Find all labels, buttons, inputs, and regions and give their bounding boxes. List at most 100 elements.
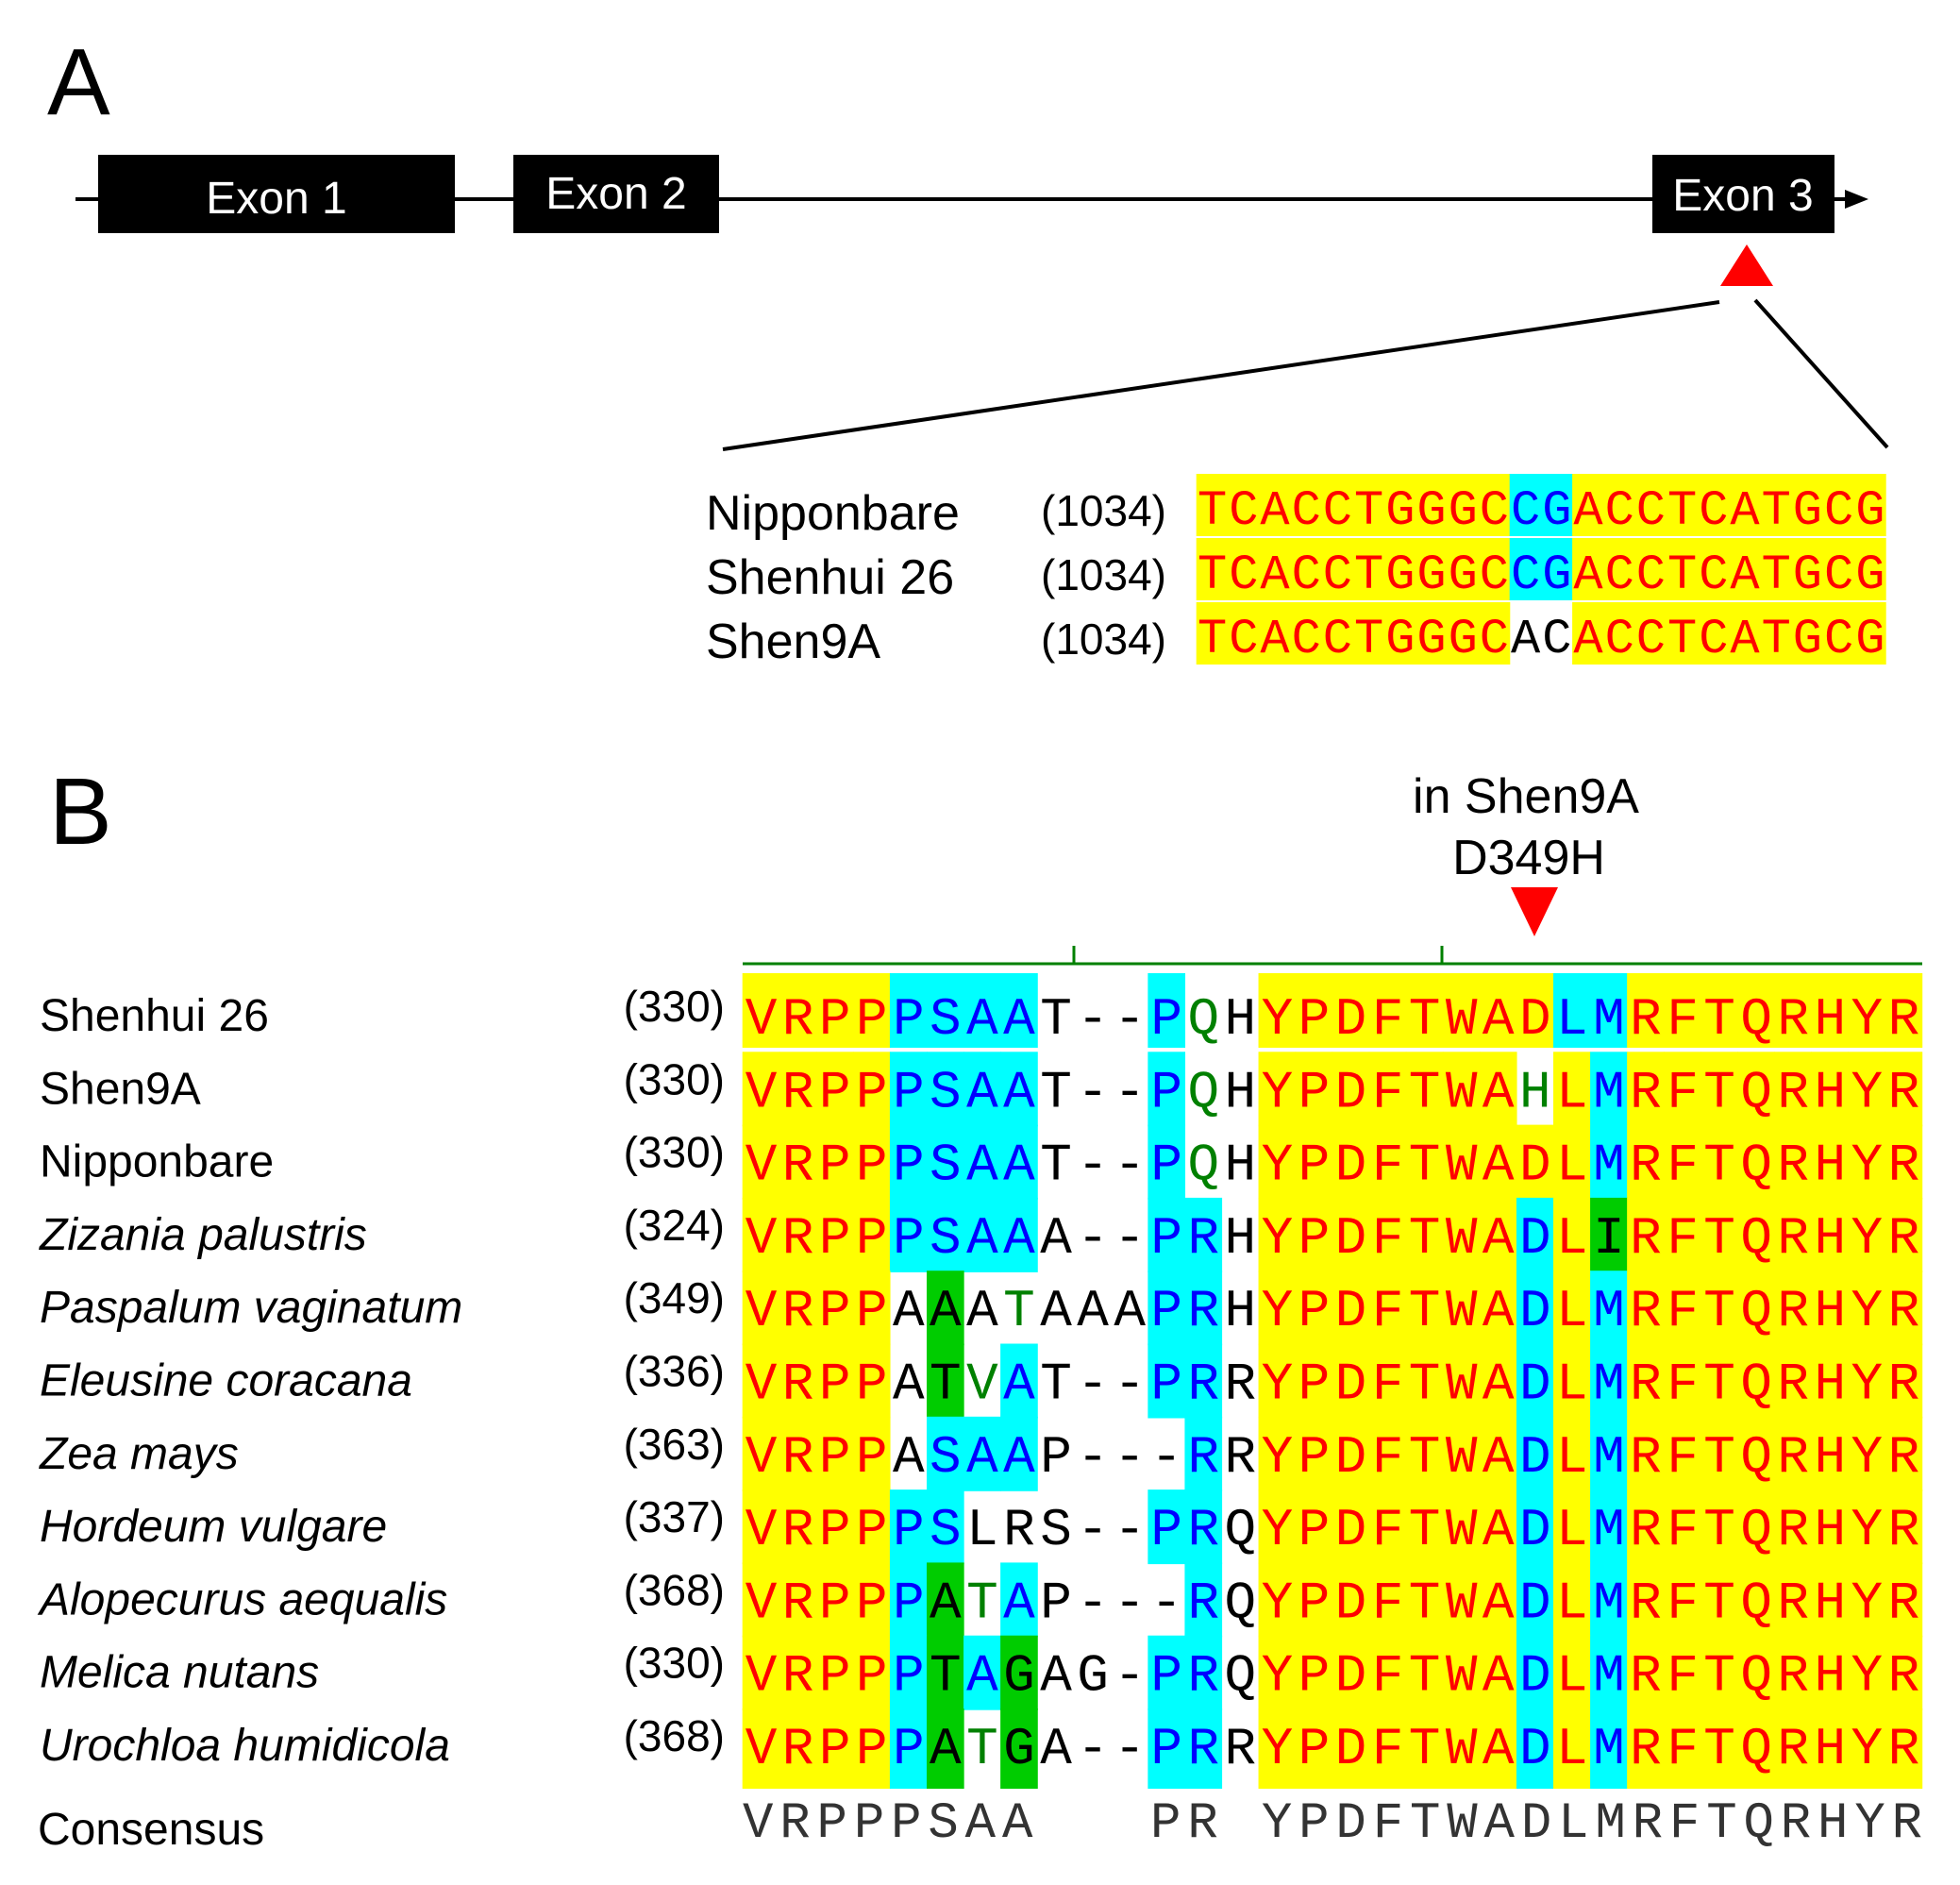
residue-background bbox=[1258, 1052, 1297, 1127]
residue-background bbox=[1516, 1635, 1554, 1710]
residue: D bbox=[1335, 1136, 1367, 1196]
residue: R bbox=[782, 1208, 814, 1269]
residue: T bbox=[1703, 1355, 1735, 1415]
residue-background bbox=[1774, 1197, 1813, 1272]
residue: A bbox=[893, 1281, 925, 1341]
residue: T bbox=[1409, 1062, 1441, 1122]
residue-background bbox=[1258, 973, 1297, 1048]
residue-background bbox=[1321, 602, 1354, 665]
residue: P bbox=[856, 1136, 888, 1196]
residue: Q bbox=[1187, 1136, 1219, 1196]
residue-background bbox=[1737, 1562, 1775, 1638]
residue: L bbox=[1556, 989, 1588, 1050]
residue: P bbox=[819, 1573, 851, 1633]
residue: H bbox=[1814, 1281, 1846, 1341]
residue-background bbox=[742, 1635, 780, 1710]
residue-background bbox=[1737, 1489, 1775, 1565]
residue: D bbox=[1519, 1208, 1551, 1269]
residue: A bbox=[1040, 1646, 1072, 1707]
residue-background bbox=[1516, 1416, 1554, 1491]
residue: W bbox=[1446, 1281, 1478, 1341]
residue-background bbox=[1416, 602, 1448, 665]
residue: R bbox=[1225, 1427, 1257, 1488]
residue: V bbox=[745, 989, 778, 1050]
residue: T bbox=[1667, 483, 1697, 539]
residue: W bbox=[1446, 1719, 1478, 1779]
residue: A bbox=[1003, 989, 1035, 1050]
dna-row-name: Shen9A bbox=[706, 614, 880, 669]
residue-background bbox=[1848, 1562, 1886, 1638]
residue: Q bbox=[1187, 989, 1219, 1050]
residue-background bbox=[927, 1562, 964, 1638]
residue: P bbox=[1040, 1427, 1072, 1488]
start-position: (330) bbox=[624, 1054, 725, 1103]
start-position: (330) bbox=[624, 1128, 725, 1177]
residue: P bbox=[819, 1136, 851, 1196]
residue-background bbox=[1729, 474, 1761, 536]
residue: Q bbox=[1740, 1355, 1772, 1415]
residue: - bbox=[1077, 1500, 1109, 1560]
residue-background bbox=[1405, 1124, 1444, 1200]
residue-background bbox=[1553, 1271, 1591, 1346]
dna-row-position: (1034) bbox=[1041, 486, 1166, 535]
residue: P bbox=[893, 1573, 925, 1633]
species-name: Alopecurus aequalis bbox=[37, 1574, 447, 1624]
residue-background bbox=[1295, 1052, 1333, 1127]
residue-background bbox=[1405, 1708, 1444, 1789]
residue: V bbox=[745, 1573, 778, 1633]
residue: Y bbox=[1851, 1427, 1884, 1488]
residue: Q bbox=[1740, 1208, 1772, 1269]
residue-background bbox=[1227, 602, 1260, 665]
alignment-row: Shenhui 26 (330) V R P P P S A A T - - P Q H Y P D F T W A D L M R… bbox=[40, 973, 1923, 1050]
residue: A bbox=[966, 1281, 998, 1341]
residue: P bbox=[893, 989, 925, 1050]
residue: R bbox=[1888, 1573, 1920, 1633]
residue: R bbox=[782, 1136, 814, 1196]
residue-background bbox=[742, 1197, 780, 1272]
residue: D bbox=[1335, 1573, 1367, 1633]
residue: R bbox=[1888, 1719, 1920, 1779]
residue-background bbox=[1000, 973, 1038, 1048]
residue: A bbox=[1040, 1281, 1072, 1341]
residue: C bbox=[1292, 547, 1321, 603]
residue-background bbox=[1848, 1416, 1886, 1491]
residue: Y bbox=[1262, 1062, 1294, 1122]
dna-row-position: (1034) bbox=[1041, 550, 1166, 599]
residue-background bbox=[1509, 474, 1542, 536]
residue: M bbox=[1593, 1355, 1625, 1415]
residue: P bbox=[856, 1062, 888, 1122]
residue: P bbox=[893, 1500, 925, 1560]
residue-background bbox=[1700, 1052, 1738, 1127]
residue-background bbox=[1184, 1416, 1223, 1491]
residue: T bbox=[1409, 1281, 1441, 1341]
residue-background bbox=[1737, 1124, 1775, 1200]
residue-background bbox=[1572, 538, 1604, 600]
residue: G bbox=[1793, 547, 1822, 603]
residue-background bbox=[1791, 538, 1824, 600]
residue-background bbox=[1478, 474, 1511, 536]
residue-background bbox=[1729, 538, 1761, 600]
residue-background bbox=[779, 1489, 817, 1565]
residue: C bbox=[1699, 547, 1728, 603]
residue-background bbox=[1479, 1343, 1517, 1419]
residue-background bbox=[1479, 1708, 1517, 1789]
residue: T bbox=[1703, 1062, 1735, 1122]
residue: Y bbox=[1851, 1500, 1884, 1560]
residue: G bbox=[1855, 483, 1885, 539]
residue-background bbox=[1811, 1708, 1850, 1789]
residue-background bbox=[1811, 1562, 1850, 1638]
residue: G bbox=[1416, 547, 1446, 603]
residue-background bbox=[1416, 538, 1448, 600]
residue: A bbox=[1730, 547, 1760, 603]
residue-background bbox=[1811, 973, 1850, 1048]
residue-background bbox=[815, 973, 854, 1048]
residue: D bbox=[1519, 1281, 1551, 1341]
residue-background bbox=[1590, 973, 1628, 1048]
residue: F bbox=[1372, 1573, 1404, 1633]
residue-background bbox=[1000, 1562, 1038, 1638]
residue: P bbox=[819, 1427, 851, 1488]
residue: G bbox=[1793, 483, 1822, 539]
residue: R bbox=[1187, 1208, 1219, 1269]
